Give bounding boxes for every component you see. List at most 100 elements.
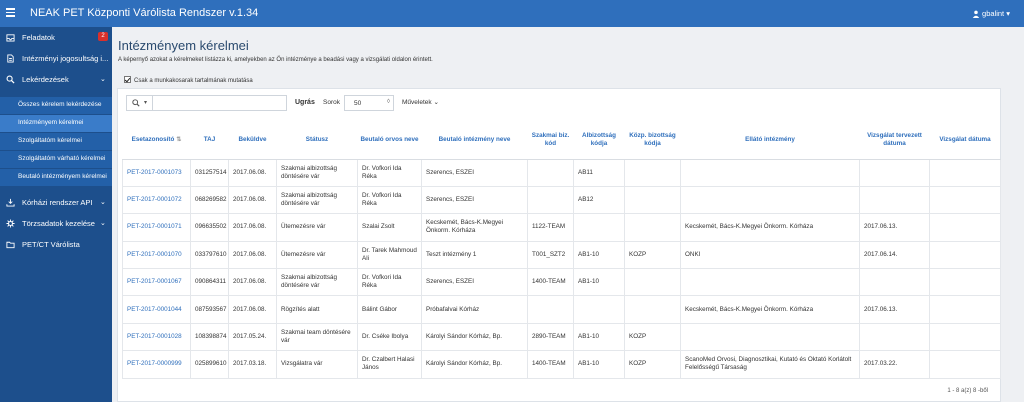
search-column-selector[interactable]: ▾ xyxy=(126,95,152,111)
table-cell xyxy=(929,213,1001,242)
table-cell xyxy=(929,158,1001,187)
column-header[interactable]: TAJ xyxy=(190,122,229,160)
table-cell: Dr. Tarek Mahmoud Ali xyxy=(357,240,422,270)
sidebar-subitem-label: Szolgáltatóm várható kérelmei xyxy=(18,155,106,162)
go-button[interactable]: Ugrás xyxy=(295,99,315,106)
table-cell xyxy=(624,295,681,324)
sidebar-subitem-beutalo[interactable]: Beutaló intézményem kérelmei xyxy=(0,169,112,186)
search-icon xyxy=(6,75,15,84)
table-cell: Ütemezésre vár xyxy=(276,240,358,270)
actions-label: Műveletek xyxy=(402,99,432,106)
pagination-info: 1 - 8 a(z) 8 -ből xyxy=(947,388,988,394)
table-cell: 068269582 xyxy=(190,185,229,215)
sidebar-item-torzsadatok[interactable]: Törzsadatok kezelése ⌄ xyxy=(0,214,112,234)
workbasket-filter-checkbox[interactable]: Csak a munkakosarak tartalmának mutatása xyxy=(124,76,253,84)
table-cell: Kecskemét, Bács-K.Megyei Önkorm. Kórháza xyxy=(680,295,860,324)
app-title: NEAK PET Központi Várólista Rendszer v.1… xyxy=(30,7,259,19)
table-cell: ONKI xyxy=(680,240,860,270)
table-cell: 2017.06.08. xyxy=(228,268,277,297)
table-cell: Szerencs, ESZEI xyxy=(421,268,528,297)
table-row[interactable]: PET-2017-0001071 096635502 2017.06.08. Ütem… xyxy=(122,213,1001,242)
column-header[interactable]: Vizsgálat tervezett dátuma xyxy=(859,122,930,160)
case-id-link[interactable]: PET-2017-0000999 xyxy=(122,350,191,379)
table-row[interactable]: PET-2017-0001070 033797610 2017.06.08. Ütem… xyxy=(122,240,1001,270)
folder-icon xyxy=(6,241,15,249)
table-cell xyxy=(859,185,930,215)
sidebar-subitem-osszes[interactable]: Összes kérelem lekérdezése xyxy=(0,97,112,114)
table-cell: 2017.06.13. xyxy=(859,213,930,242)
table-cell xyxy=(929,322,1001,352)
table-cell xyxy=(680,268,860,297)
actions-menu-button[interactable]: Műveletek ⌄ xyxy=(402,98,439,106)
column-header[interactable]: Közp. bizottság kódja xyxy=(624,122,681,160)
table-cell: AB1-10 xyxy=(573,268,625,297)
table-cell: T001_SZT2 xyxy=(527,240,574,270)
chevron-down-icon: ⌄ xyxy=(100,199,106,206)
sidebar-item-jogosultsag[interactable]: Intézményi jogosultság i... xyxy=(0,49,112,69)
table-cell: 033797610 xyxy=(190,240,229,270)
table-cell: Vizsgálatra vár xyxy=(276,350,358,379)
table-cell xyxy=(624,268,681,297)
case-id-link[interactable]: PET-2017-0001071 xyxy=(122,213,191,242)
menu-toggle-icon[interactable] xyxy=(6,8,15,17)
rows-label: Sorok xyxy=(323,99,340,106)
case-id-link[interactable]: PET-2017-0001070 xyxy=(122,240,191,270)
sidebar-subitem-intezmenyem[interactable]: Intézményem kérelmei xyxy=(0,115,112,132)
table-cell xyxy=(929,268,1001,297)
sort-icon[interactable]: ⇅ xyxy=(176,137,182,144)
rows-per-page-input[interactable]: 50 ◊ xyxy=(344,95,394,111)
sidebar-subitem-label: Összes kérelem lekérdezése xyxy=(18,101,102,108)
table-cell xyxy=(929,350,1001,379)
table-cell xyxy=(859,268,930,297)
table-row[interactable]: PET-2017-0000999 025899610 2017.03.18. Vizs… xyxy=(122,350,1001,379)
sidebar-item-lekerdezesek[interactable]: Lekérdezések ⌄ xyxy=(0,70,112,90)
sidebar-item-api[interactable]: Kórházi rendszer API ⌄ xyxy=(0,193,112,213)
sidebar-item-label: Intézményi jogosultság i... xyxy=(22,54,109,63)
table-row[interactable]: PET-2017-0001067 090864311 2017.06.08. Szak… xyxy=(122,268,1001,297)
case-id-link[interactable]: PET-2017-0001028 xyxy=(122,322,191,352)
case-id-link[interactable]: PET-2017-0001067 xyxy=(122,268,191,297)
table-row[interactable]: PET-2017-0001073 031257514 2017.06.08. Szak… xyxy=(122,158,1001,187)
column-header[interactable]: Vizsgálat dátuma xyxy=(929,122,1001,160)
table-row[interactable]: PET-2017-0001072 068269582 2017.06.08. Szak… xyxy=(122,185,1001,215)
search-icon xyxy=(132,99,140,107)
table-cell: 087593567 xyxy=(190,295,229,324)
checkbox-checked-icon[interactable] xyxy=(124,76,131,83)
column-header[interactable]: Beutaló intézmény neve xyxy=(421,122,528,160)
sidebar-item-label: Feladatok xyxy=(22,33,55,42)
table-cell: 108398874 xyxy=(190,322,229,352)
table-cell: Szerencs, ESZEI xyxy=(421,185,528,215)
table-cell xyxy=(624,185,681,215)
user-menu[interactable]: gbalint ▾ xyxy=(972,9,1010,18)
top-bar: NEAK PET Központi Várólista Rendszer v.1… xyxy=(0,0,1024,27)
table-cell: KOZP xyxy=(624,240,681,270)
table-cell: 2017.05.24. xyxy=(228,322,277,352)
table-cell xyxy=(929,240,1001,270)
table-cell: AB12 xyxy=(573,185,625,215)
table-cell xyxy=(624,213,681,242)
table-row[interactable]: PET-2017-0001044 087593567 2017.06.08. Rögz… xyxy=(122,295,1001,324)
column-header[interactable]: Ellátó intézmény xyxy=(680,122,860,160)
case-id-link[interactable]: PET-2017-0001073 xyxy=(122,158,191,187)
table-row[interactable]: PET-2017-0001028 108398874 2017.05.24. Szak… xyxy=(122,322,1001,352)
column-header[interactable]: Beküldve xyxy=(228,122,277,160)
column-header[interactable]: Albizottság kódja xyxy=(573,122,625,160)
column-header[interactable]: Esetazonosító ⇅ xyxy=(122,122,191,160)
column-header[interactable]: Beutaló orvos neve xyxy=(357,122,422,160)
table-cell: Dr. Czalbert Halasi János xyxy=(357,350,422,379)
column-header-label: Beutaló orvos neve xyxy=(360,136,419,144)
search-input[interactable] xyxy=(152,95,287,111)
chevron-down-icon: ⌄ xyxy=(100,76,106,83)
column-header[interactable]: Szakmai biz. kód xyxy=(527,122,574,160)
sidebar-subitem-label: Szolgáltatóm kérelmei xyxy=(18,137,82,144)
column-header[interactable]: Státusz xyxy=(276,122,358,160)
sidebar-item-feladatok[interactable]: Feladatok 2 xyxy=(0,28,112,48)
spinner-icon[interactable]: ◊ xyxy=(387,99,390,105)
table-cell: 1400-TEAM xyxy=(527,268,574,297)
case-id-link[interactable]: PET-2017-0001072 xyxy=(122,185,191,215)
case-id-link[interactable]: PET-2017-0001044 xyxy=(122,295,191,324)
sidebar-subitem-szolgaltatom[interactable]: Szolgáltatóm kérelmei xyxy=(0,133,112,150)
sidebar-item-petct[interactable]: PET/CT Várólista xyxy=(0,235,112,255)
sidebar-subitem-varhato[interactable]: Szolgáltatóm várható kérelmei xyxy=(0,151,112,168)
table-cell: Dr. Vofkori Ida Réka xyxy=(357,185,422,215)
